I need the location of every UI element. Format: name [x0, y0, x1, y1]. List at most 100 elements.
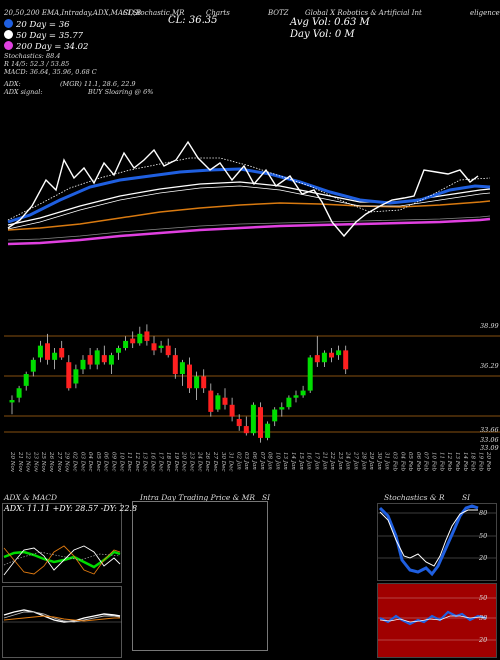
- candle-up: [137, 333, 143, 344]
- date-tick-label: 02 Dec: [71, 452, 77, 472]
- candle-down: [258, 407, 263, 438]
- ema50-band-line: [7, 185, 491, 230]
- price-label-5: 33.09: [480, 444, 499, 452]
- date-tick-label: 07 Feb: [423, 452, 429, 472]
- stoch-tick-20: 20: [479, 554, 488, 562]
- candle-up: [94, 350, 100, 365]
- candle-down: [243, 426, 249, 434]
- r-readout: R 14/5: 52.3 / 53.85: [4, 60, 70, 68]
- date-tick-label: 15 Jan: [298, 452, 304, 470]
- date-tick-label: 31 Jan: [384, 452, 390, 470]
- adx-signal-label: ADX signal:: [4, 88, 43, 96]
- date-tick-label: 18 Feb: [470, 452, 476, 472]
- si-tick-30: 30: [479, 614, 488, 622]
- legend-ema50-label: 50 Day = 35.77: [16, 31, 84, 41]
- date-tick-label: 31 Dec: [228, 452, 234, 472]
- candle-up: [30, 359, 36, 372]
- header-company: Global X Robotics & Artificial Int: [305, 9, 422, 17]
- date-tick-label: 27 Nov: [56, 451, 62, 473]
- macd-orange-line: [3, 615, 120, 622]
- date-tick-label: 16 Jan: [306, 452, 312, 470]
- date-tick-label: 14 Jan: [290, 452, 296, 470]
- header-left: 20,50,200 EMA,Intraday,ADX,MACD,B: [4, 9, 142, 17]
- ema50-swatch-icon: [4, 30, 13, 39]
- date-tick-label: 10 Jan: [274, 452, 280, 470]
- candle-down: [201, 376, 207, 389]
- legend-ema50: 50 Day = 35.77: [4, 30, 83, 41]
- date-tick-label: 17 Jan: [313, 452, 319, 470]
- candle-up: [307, 357, 313, 391]
- date-tick-label: 23 Jan: [337, 451, 343, 470]
- candle-down: [236, 418, 242, 427]
- date-tick-label: 03 Dec: [79, 452, 85, 472]
- date-tick-label: 04 Feb: [399, 452, 405, 472]
- candle-down: [229, 404, 235, 417]
- candle-up: [52, 352, 58, 360]
- date-tick-label: 11 Feb: [438, 452, 444, 472]
- date-tick-label: 13 Feb: [454, 452, 460, 472]
- candle-down: [101, 355, 107, 363]
- macd-readout: MACD: 36.64, 35.96, 0.68 C: [4, 68, 97, 76]
- candle-up: [272, 409, 278, 422]
- adx-minusdi-line: [3, 545, 121, 575]
- candle-down: [187, 364, 192, 389]
- date-tick-label: 26 Dec: [204, 451, 210, 472]
- date-tick-label: 05 Feb: [407, 452, 413, 472]
- adx-panel-title: ADX & MACD: [4, 493, 58, 502]
- date-tick-label: 17 Dec: [157, 452, 163, 472]
- candle-down: [208, 390, 214, 412]
- header-center-left: SI,Stochastic,MR: [123, 9, 185, 17]
- adx-readout: ADX:: [4, 80, 21, 88]
- date-tick-label: 27 Jan: [352, 451, 358, 470]
- candle-up: [293, 395, 299, 398]
- stochastics-readout: Stochastics: 88.4: [4, 52, 61, 60]
- ema20-swatch-icon: [4, 19, 13, 28]
- legend-ema20: 20 Day = 36: [4, 19, 70, 30]
- candle-up: [23, 374, 29, 386]
- date-tick-label: 02 Jan: [235, 452, 241, 470]
- date-tick-label: 10 Feb: [431, 452, 437, 472]
- candle-up: [80, 359, 86, 370]
- avg-volume: Avg Vol: 0.63 M: [290, 17, 370, 28]
- date-tick-label: 10 Dec: [118, 452, 124, 472]
- date-tick-label: 24 Jan: [345, 451, 351, 470]
- date-tick-label: 14 Feb: [462, 452, 468, 472]
- candle-up: [321, 352, 327, 363]
- candle-up: [286, 397, 292, 408]
- candle-up: [179, 362, 185, 375]
- date-tick-label: 21 Jan: [321, 451, 327, 470]
- stoch-tick-50: 50: [479, 532, 488, 540]
- date-tick-label: 05 Dec: [95, 452, 101, 472]
- candle-up: [158, 345, 164, 349]
- candle-down: [222, 397, 228, 405]
- ema-orange-line: [7, 200, 491, 231]
- stochastics-panel: [377, 503, 497, 581]
- candle-down: [329, 352, 334, 358]
- candle-up: [16, 388, 22, 398]
- date-tick-label: 12 Feb: [446, 452, 452, 472]
- ema200-shadow-line: [7, 215, 491, 241]
- candle-down: [151, 343, 157, 351]
- si-blue-line: [379, 610, 487, 626]
- date-tick-label: 26 Nov: [48, 451, 54, 473]
- candle-down: [45, 343, 50, 360]
- date-tick-label: 11 Dec: [126, 452, 132, 472]
- si-tick-20: 20: [479, 636, 488, 644]
- date-tick-label: 22 Jan: [329, 451, 335, 470]
- adx-signal-value: BUY Sloaring @ 6%: [88, 88, 154, 96]
- candle-up: [37, 345, 43, 358]
- candle-down: [343, 350, 349, 370]
- price-label-3: 33.66: [480, 426, 499, 434]
- date-tick-label: 28 Jan: [360, 451, 366, 470]
- candle-down: [87, 355, 93, 365]
- date-tick-label: 06 Jan: [251, 452, 257, 470]
- candle-down: [172, 355, 178, 375]
- price-label-1: 38.99: [480, 322, 499, 330]
- candle-down: [130, 338, 136, 344]
- stoch-si-label: SI: [462, 493, 471, 502]
- candle-up: [9, 400, 15, 403]
- price-line: [7, 140, 479, 238]
